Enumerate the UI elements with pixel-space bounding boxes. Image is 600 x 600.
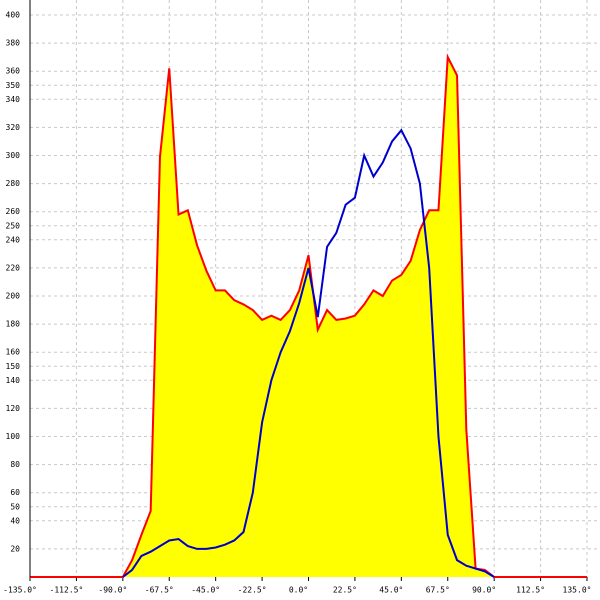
y-tick-label: 140 [6, 376, 21, 385]
y-tick-label: 40 [10, 516, 20, 525]
x-tick-label: -135.0° [3, 586, 37, 595]
y-tick-label: 240 [6, 235, 21, 244]
y-tick-label: 120 [6, 404, 21, 413]
y-tick-label: 380 [6, 39, 21, 48]
y-tick-label: 350 [6, 81, 21, 90]
y-tick-label: 360 [6, 67, 21, 76]
x-tick-label: 90.0° [472, 586, 496, 595]
x-tick-label: 67.5° [426, 586, 450, 595]
y-tick-label: 80 [10, 460, 20, 469]
line [30, 53, 587, 578]
y-tick-label: 200 [6, 292, 21, 301]
x-tick-label: 45.0° [379, 586, 403, 595]
y-tick-label: 340 [6, 95, 21, 104]
y-tick-label: 260 [6, 207, 21, 216]
x-tick-label: 22.5° [333, 586, 357, 595]
y-tick-label: 180 [6, 320, 21, 329]
x-tick-label: -22.5° [238, 586, 267, 595]
x-tick-label: -67.5° [145, 586, 174, 595]
y-tick-label: 160 [6, 348, 21, 357]
y-tick-label: 320 [6, 123, 21, 132]
x-tick-label: 112.5° [516, 586, 545, 595]
y-tick-label: 300 [6, 151, 21, 160]
y-tick-label: 280 [6, 179, 21, 188]
y-tick-label: 150 [6, 362, 21, 371]
x-tick-label: 0.0° [289, 586, 308, 595]
y-tick-label: 50 [10, 502, 20, 511]
x-tick-label: -90.0° [98, 586, 127, 595]
x-tick-label: 135.0° [563, 586, 592, 595]
y-tick-label: 20 [10, 544, 20, 553]
x-tick-label: -45.0° [191, 586, 220, 595]
area [30, 57, 587, 577]
y-tick-label: 100 [6, 432, 21, 441]
y-tick-label: 220 [6, 263, 21, 272]
x-tick-label: -112.5° [50, 586, 84, 595]
line [122, 128, 495, 578]
y-tick-label: 250 [6, 221, 21, 230]
y-tick-label: 400 [6, 11, 21, 20]
y-tick-label: 60 [10, 488, 20, 497]
